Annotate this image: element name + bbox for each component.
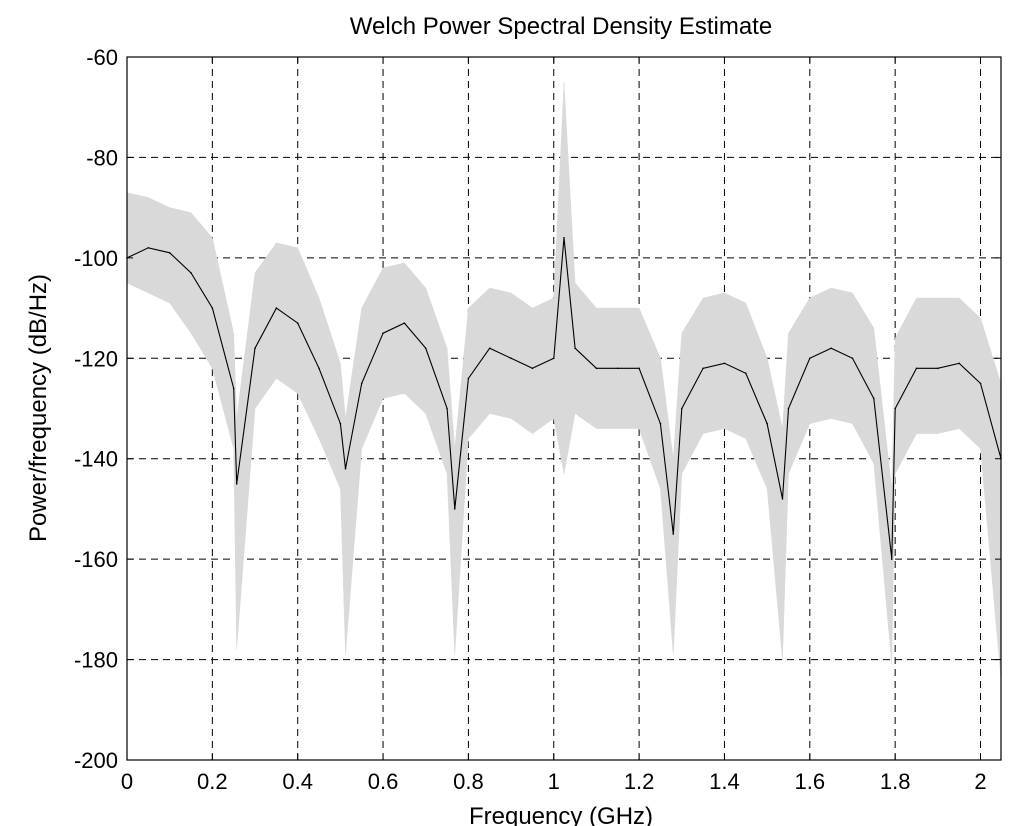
estimate-point bbox=[781, 498, 784, 500]
estimate-point bbox=[958, 362, 960, 365]
estimate-point bbox=[894, 407, 896, 410]
estimate-point bbox=[360, 382, 363, 385]
y-tick-label: -140 bbox=[74, 447, 118, 472]
estimate-point bbox=[890, 558, 893, 560]
estimate-point bbox=[424, 347, 427, 350]
estimate-point bbox=[453, 508, 456, 510]
estimate-point bbox=[254, 347, 256, 350]
estimate-point bbox=[147, 247, 150, 249]
estimate-point bbox=[552, 357, 555, 360]
x-tick-label: 1.4 bbox=[709, 769, 740, 794]
plot-frame bbox=[126, 56, 1002, 761]
estimate-point bbox=[168, 252, 171, 254]
x-axis-label: Frequency (GHz) bbox=[469, 803, 653, 826]
estimate-point bbox=[744, 372, 747, 375]
chart-title: Welch Power Spectral Density Estimate bbox=[350, 13, 772, 40]
estimate-point bbox=[702, 367, 704, 370]
estimate-point bbox=[211, 307, 214, 309]
estimate-point bbox=[787, 407, 790, 410]
estimate-point bbox=[979, 382, 982, 385]
estimate-point bbox=[672, 533, 675, 535]
y-tick-label: -200 bbox=[74, 748, 118, 773]
estimate-point bbox=[830, 347, 832, 350]
estimate-point bbox=[403, 322, 406, 324]
estimate-point bbox=[467, 377, 470, 380]
estimate-point bbox=[766, 422, 768, 425]
x-tick-label: 1.2 bbox=[624, 769, 655, 794]
y-tick-label: -60 bbox=[86, 45, 118, 70]
estimate-point bbox=[190, 272, 192, 274]
y-tick-label: -120 bbox=[74, 346, 118, 371]
x-tick-label: 0.6 bbox=[368, 769, 399, 794]
x-tick-label: 0.4 bbox=[282, 769, 313, 794]
axis-ticks: 0 0.2 0.4 0.6 0.8 1 1.2 1.4 1.6 1.8 2 -200 -180 -160 -… bbox=[74, 45, 1001, 794]
x-tick-label: 2 bbox=[974, 769, 986, 794]
estimate-point bbox=[563, 236, 565, 239]
estimate-point bbox=[809, 357, 811, 360]
estimate-point bbox=[510, 357, 512, 360]
estimate-point bbox=[915, 367, 918, 370]
x-tick-label: 1.8 bbox=[880, 769, 911, 794]
estimate-point bbox=[344, 467, 347, 470]
x-tick-label: 0.8 bbox=[453, 769, 484, 794]
estimate-point bbox=[937, 367, 939, 370]
estimate-point bbox=[235, 483, 238, 485]
estimate-point bbox=[339, 422, 342, 425]
estimate-point bbox=[446, 407, 448, 410]
estimate-point bbox=[638, 367, 640, 370]
psd-trace bbox=[126, 236, 1002, 560]
estimate-point bbox=[531, 367, 534, 370]
estimate-point bbox=[296, 322, 299, 324]
estimate-point bbox=[680, 407, 683, 410]
estimate-point bbox=[873, 397, 875, 400]
x-tick-label: 0 bbox=[121, 769, 133, 794]
y-tick-label: -100 bbox=[74, 246, 118, 271]
estimate-point bbox=[574, 347, 576, 350]
y-tick-label: -160 bbox=[74, 547, 118, 572]
estimate-point bbox=[659, 422, 662, 425]
y-axis-label: Power/frequency (dB/Hz) bbox=[25, 274, 52, 542]
estimate-point bbox=[382, 332, 384, 334]
estimate-point bbox=[851, 357, 854, 360]
estimate-point bbox=[318, 367, 320, 370]
estimate-point bbox=[232, 387, 235, 390]
estimate-point bbox=[275, 307, 278, 309]
estimate-point bbox=[616, 367, 619, 370]
x-tick-label: 1 bbox=[548, 769, 560, 794]
estimate-point bbox=[723, 362, 726, 365]
y-tick-label: -80 bbox=[86, 145, 118, 170]
x-tick-label: 0.2 bbox=[197, 769, 228, 794]
x-tick-label: 1.6 bbox=[795, 769, 826, 794]
y-tick-label: -180 bbox=[74, 648, 118, 673]
estimate-point bbox=[595, 367, 598, 370]
estimate-point bbox=[488, 347, 491, 350]
